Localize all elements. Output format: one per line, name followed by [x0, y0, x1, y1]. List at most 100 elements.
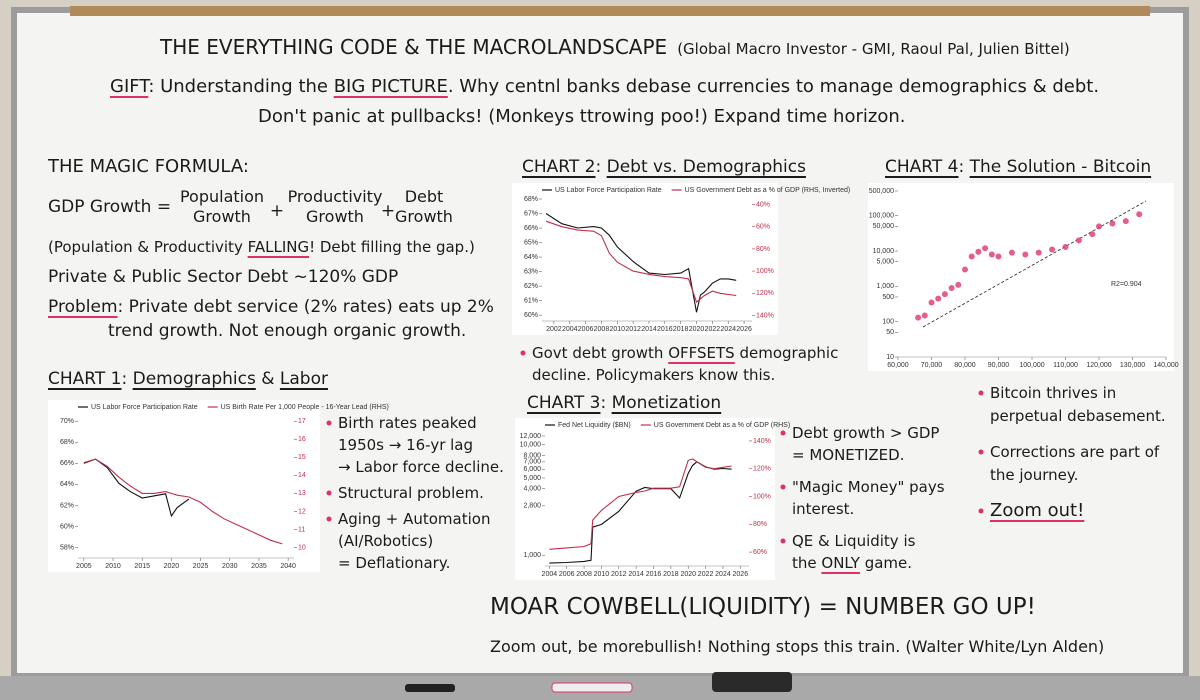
x-tick-label: 2014	[641, 326, 657, 333]
y-tick-label: 64%	[60, 481, 74, 488]
bullet-dot	[978, 449, 984, 455]
x-tick-label: 2005	[76, 563, 92, 570]
x-tick-label: 2002	[546, 326, 562, 333]
x-tick-label: 2012	[611, 571, 627, 578]
x-tick-label: 2008	[576, 571, 592, 578]
bullet-dot	[326, 420, 332, 426]
x-tick-label: 2035	[251, 563, 267, 570]
text-segment: CHART 1	[48, 369, 121, 389]
legend-label: US Birth Rate Per 1,000 People - 16-Year…	[221, 404, 389, 411]
scatter-point	[1022, 251, 1029, 258]
section-heading: CHART 2: Debt vs. Demographics	[522, 157, 806, 177]
x-tick-label: 2025	[193, 563, 209, 570]
scatter-point	[1109, 220, 1116, 227]
x-tick-label: 90,000	[988, 362, 1010, 369]
section-heading: CHART 4: The Solution - Bitcoin	[885, 157, 1151, 177]
y-tick-label: 10,000	[520, 442, 542, 449]
text-segment: "Magic Money" pays	[792, 478, 945, 496]
legend-label: Fed Net Liquidity ($BN)	[558, 422, 631, 429]
bullet-text: 1950s → 16-yr lag	[338, 436, 473, 454]
debt-line: Private & Public Sector Debt ~120% GDP	[48, 267, 398, 287]
scatter-point	[995, 253, 1002, 260]
y-tick-label: 4,000	[523, 486, 541, 493]
text-segment: Zoom out!	[990, 500, 1084, 521]
problem-line: Problem: Private debt service (2% rates)…	[48, 297, 494, 317]
gift-line: Don't panic at pullbacks! (Monkeys ttrow…	[258, 106, 905, 127]
text-segment: Bitcoin thrives in	[990, 384, 1116, 402]
scatter-point	[915, 314, 922, 321]
text-segment: interest.	[792, 500, 854, 518]
text-segment: demographic	[735, 344, 839, 362]
series-line	[83, 458, 190, 518]
y2-tick-label: 60%	[756, 224, 770, 231]
text-segment: the	[792, 554, 821, 572]
x-tick-label: 2024	[715, 571, 731, 578]
marker	[405, 684, 455, 692]
y2-tick-label: 80%	[753, 521, 767, 528]
scatter-point	[975, 248, 982, 255]
text-segment: FALLING	[248, 238, 310, 256]
formula-term: Productivity	[288, 187, 383, 206]
text-segment: Govt debt growth	[532, 344, 668, 362]
y-tick-label: 2,800	[523, 503, 541, 510]
scatter-point	[982, 245, 989, 252]
y-tick-label: 68%	[60, 439, 74, 446]
x-tick-label: 60,000	[887, 362, 909, 369]
bullet-dot	[326, 516, 332, 522]
bullet-dot	[780, 484, 786, 490]
y-tick-label: 65%	[524, 239, 538, 246]
chart-paper	[512, 183, 778, 335]
legend-label: US Labor Force Participation Rate	[555, 187, 662, 194]
bullet-dot	[326, 490, 332, 496]
x-tick-label: 120,000	[1086, 362, 1111, 369]
series-line	[83, 458, 283, 545]
bullet-text: Corrections are part of	[990, 443, 1160, 461]
eraser	[712, 672, 792, 692]
text-segment: Aging + Automation	[338, 510, 490, 528]
bullet-dot	[978, 390, 984, 396]
y2-tick-label: 100%	[756, 268, 774, 275]
y2-tick-label: 11	[298, 526, 305, 533]
scatter-point	[1049, 246, 1056, 253]
x-tick-label: 2022	[705, 326, 721, 333]
scatter-point	[948, 284, 955, 291]
text-segment: :	[121, 369, 132, 389]
text-segment: Demographics	[133, 369, 256, 389]
y-tick-label: 6,000	[523, 466, 541, 473]
x-tick-label: 2010	[609, 326, 625, 333]
text-segment: Birth rates peaked	[338, 414, 477, 432]
bullet-text: the journey.	[990, 466, 1078, 484]
x-tick-label: 2018	[673, 326, 689, 333]
bullet-text: "Magic Money" pays	[792, 478, 945, 496]
bullet-text: interest.	[792, 500, 854, 518]
text-segment: OFFSETS	[668, 344, 734, 362]
y-tick-label: 7,000	[523, 459, 541, 466]
text-segment: the journey.	[990, 466, 1078, 484]
y-tick-label: 100,000	[869, 213, 894, 220]
bullet-dot	[978, 508, 984, 514]
x-tick-label: 110,000	[1053, 362, 1078, 369]
text-segment: perpetual debasement.	[990, 407, 1166, 425]
y2-tick-label: 13	[298, 490, 306, 497]
scatter-point	[1136, 211, 1143, 218]
y2-tick-label: 140%	[753, 438, 771, 445]
section-heading: CHART 1: Demographics & Labor	[48, 369, 328, 389]
text-segment: Labor	[280, 369, 328, 389]
y-tick-label: 100	[882, 319, 894, 326]
scatter-point	[988, 251, 995, 258]
text-segment: BIG PICTURE	[334, 76, 448, 97]
formula-term: Debt	[405, 187, 444, 206]
y-tick-label: 5,000	[876, 258, 894, 265]
scatter-point	[1122, 218, 1129, 225]
x-tick-label: 2006	[559, 571, 575, 578]
printed-chart: US Labor Force Participation Rate US Gove…	[512, 183, 850, 335]
bullet-dot	[520, 350, 526, 356]
formula-term: Population	[180, 187, 264, 206]
y-tick-label: 1,000	[523, 552, 541, 559]
x-tick-label: 2016	[646, 571, 662, 578]
scatter-point	[1035, 249, 1042, 256]
bullet-text: Bitcoin thrives in	[990, 384, 1116, 402]
y-tick-label: 50,000	[873, 223, 895, 230]
printed-chart: US Labor Force Participation Rate US Birt…	[48, 400, 389, 572]
text-segment: Structural problem.	[338, 484, 484, 502]
